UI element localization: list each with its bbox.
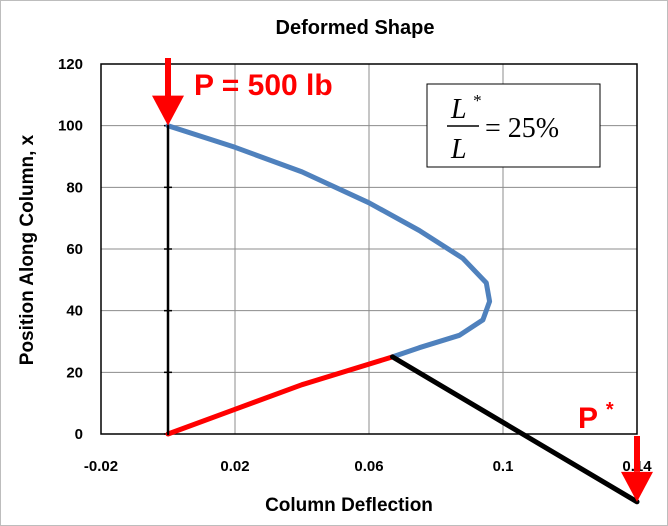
y-tick-label: 20 xyxy=(66,364,83,381)
y-tick-label: 80 xyxy=(66,179,83,196)
y-tick-label: 100 xyxy=(58,118,83,135)
x-tick-labels: -0.020.020.060.10.14 xyxy=(84,458,652,475)
y-tick-labels: 0 20 40 60 80 100 120 xyxy=(58,56,83,443)
y-tick-label: 60 xyxy=(66,241,83,258)
buckled-lower-curve xyxy=(165,354,395,437)
plot-area-border xyxy=(100,63,638,435)
top-arrow-head xyxy=(152,95,184,126)
x-axis-label: Column Deflection xyxy=(265,495,433,516)
chart-title: Deformed Shape xyxy=(276,17,435,39)
x-tick-label: 0.06 xyxy=(354,458,383,475)
x-tick-label: 0.1 xyxy=(493,458,514,475)
buckled-upper-curve xyxy=(165,123,493,360)
end-load-superscript: * xyxy=(606,399,614,421)
ratio-numerator-superscript: * xyxy=(473,91,482,110)
top-load-label: P = 500 lb xyxy=(194,69,333,102)
y-tick-label: 40 xyxy=(66,303,83,320)
top-arrow-shaft xyxy=(165,58,171,96)
ratio-value: = 25% xyxy=(485,113,559,144)
end-load-symbol: P xyxy=(578,402,597,435)
end-load-label: P * xyxy=(578,399,614,435)
end-arrow-head xyxy=(621,471,653,502)
x-tick-label: 0.02 xyxy=(220,458,249,475)
y-axis-label: Position Along Column, x xyxy=(17,134,38,365)
x-tick-label: -0.02 xyxy=(84,458,118,475)
ratio-numerator: L * xyxy=(450,91,482,125)
end-load-arrow xyxy=(621,436,653,502)
ratio-denominator: L xyxy=(450,134,467,165)
series-layer xyxy=(164,123,640,505)
y-tick-label: 120 xyxy=(58,56,83,73)
ratio-numerator-symbol: L xyxy=(450,94,466,125)
ratio-box: L * L = 25% xyxy=(426,83,601,168)
top-load-arrow xyxy=(152,58,184,126)
y-tick-label: 0 xyxy=(75,426,83,443)
rigid-extension-line xyxy=(390,354,640,505)
end-arrow-shaft xyxy=(634,436,640,472)
